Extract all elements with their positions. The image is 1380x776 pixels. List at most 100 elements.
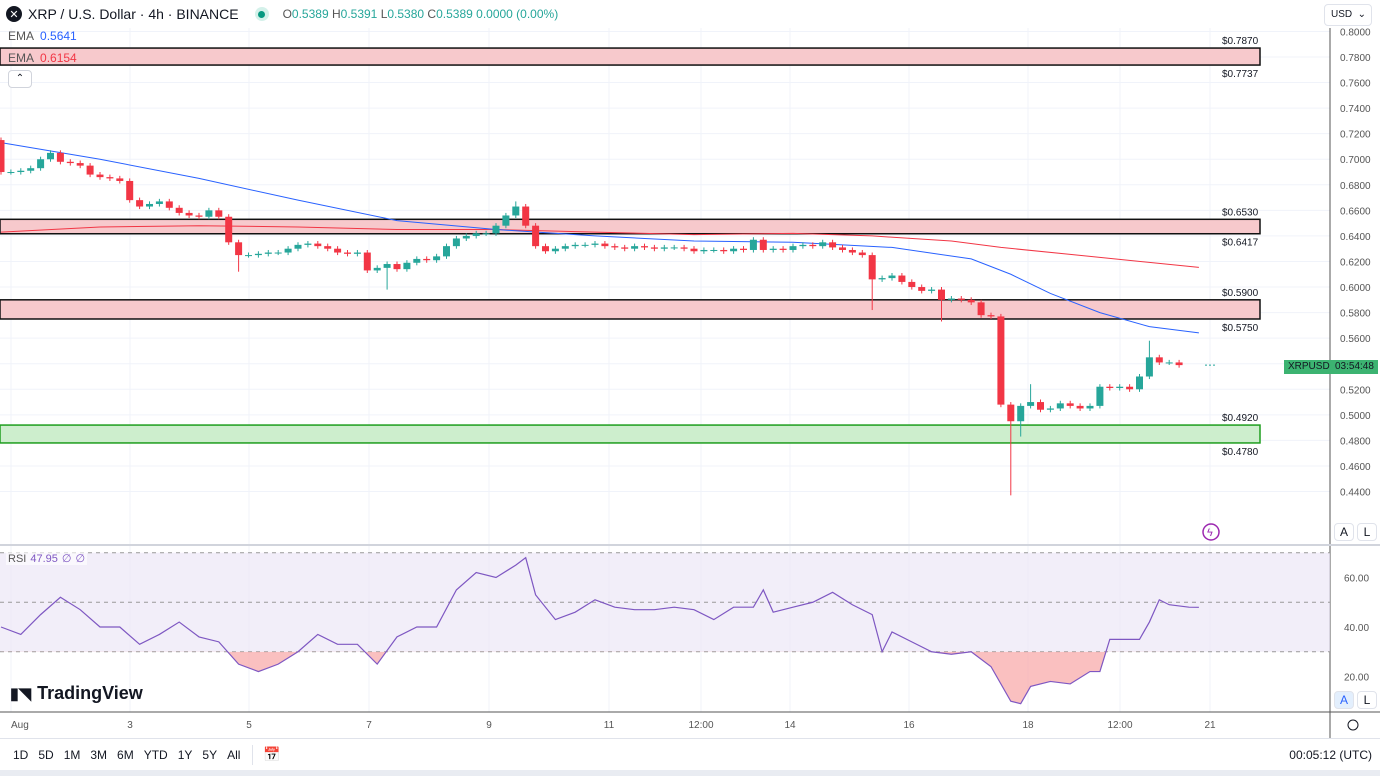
zone-top-label: $0.7870 bbox=[1222, 36, 1259, 47]
time-tick: 12:00 bbox=[688, 720, 713, 731]
candle bbox=[175, 207, 183, 213]
candle bbox=[700, 249, 708, 252]
candle bbox=[690, 248, 698, 252]
candle bbox=[1086, 405, 1094, 409]
range-5y[interactable]: 5Y bbox=[202, 747, 218, 762]
candle bbox=[908, 281, 916, 288]
candle bbox=[928, 289, 936, 291]
candle bbox=[235, 242, 243, 256]
rsi-tick: 40.00 bbox=[1344, 623, 1369, 634]
candle bbox=[1037, 402, 1044, 410]
candle bbox=[344, 252, 351, 254]
zone-bottom-label: $0.5750 bbox=[1222, 323, 1259, 334]
zone-bottom-label: $0.6417 bbox=[1222, 238, 1259, 249]
candle bbox=[611, 246, 619, 248]
range-ytd[interactable]: YTD bbox=[143, 747, 168, 762]
time-tick: 16 bbox=[903, 720, 915, 731]
candle bbox=[116, 178, 124, 181]
candle bbox=[918, 287, 926, 291]
time-tick: 21 bbox=[1204, 720, 1216, 731]
candle bbox=[522, 206, 530, 226]
candle bbox=[967, 299, 975, 303]
candle bbox=[542, 246, 549, 252]
utc-clock[interactable]: 00:05:12 (UTC) bbox=[1289, 747, 1372, 762]
candle bbox=[146, 203, 153, 207]
candle bbox=[86, 165, 94, 175]
rsi-tick: 60.00 bbox=[1344, 574, 1369, 585]
time-tick: Aug bbox=[11, 720, 29, 731]
candle bbox=[334, 248, 342, 253]
price-tick: 0.5200 bbox=[1340, 385, 1371, 396]
candle bbox=[1007, 404, 1015, 422]
price-chart[interactable]: $0.7870 $0.7737 $0.6530 $0.6417 $0.5900 $0.57… bbox=[0, 0, 1380, 738]
range-5d[interactable]: 5D bbox=[38, 747, 54, 762]
currency-select[interactable]: USD ⌄ bbox=[1324, 4, 1372, 26]
candle bbox=[1136, 376, 1143, 390]
candle bbox=[1116, 386, 1124, 389]
candle bbox=[254, 253, 262, 256]
candle bbox=[1066, 403, 1074, 406]
zone-0 bbox=[0, 47, 1261, 66]
candle bbox=[443, 246, 450, 257]
rsi-tick: 20.00 bbox=[1344, 673, 1369, 684]
zone-3 bbox=[0, 424, 1261, 444]
price-tick: 0.4800 bbox=[1340, 436, 1371, 447]
market-status-icon bbox=[254, 7, 269, 21]
candle bbox=[512, 206, 520, 216]
candle bbox=[274, 252, 282, 254]
zone-bottom-label: $0.7737 bbox=[1222, 69, 1259, 80]
candle bbox=[819, 242, 827, 247]
rsi-line bbox=[0, 556, 1199, 705]
candle bbox=[27, 168, 35, 171]
symbol-title[interactable]: XRP / U.S. Dollar · 4h · BINANCE bbox=[28, 6, 239, 22]
candle bbox=[650, 247, 658, 249]
ema-slow-legend[interactable]: EMA 0.6154 bbox=[8, 51, 77, 65]
range-1m[interactable]: 1M bbox=[63, 747, 81, 762]
candle bbox=[858, 252, 866, 256]
candle bbox=[393, 264, 401, 270]
candle bbox=[730, 248, 738, 252]
candle bbox=[680, 247, 688, 249]
rsi-log-scale-button[interactable]: L bbox=[1357, 691, 1377, 709]
calendar-icon[interactable]: 📅 bbox=[263, 746, 281, 762]
candle bbox=[1056, 403, 1064, 409]
candle bbox=[66, 161, 74, 164]
time-tick: 9 bbox=[486, 720, 492, 731]
auto-scale-button[interactable]: A bbox=[1334, 523, 1354, 541]
range-all[interactable]: All bbox=[227, 747, 241, 762]
range-6m[interactable]: 6M bbox=[117, 747, 134, 762]
bottom-strip bbox=[0, 770, 1380, 776]
time-tick: 3 bbox=[127, 720, 133, 731]
symbol-price-tag: XRPUSD bbox=[1284, 360, 1334, 374]
lightning-glyph: ϟ bbox=[1207, 527, 1213, 539]
price-tick: 0.8000 bbox=[1340, 27, 1371, 38]
candle bbox=[76, 163, 84, 166]
candle bbox=[423, 258, 431, 261]
candle bbox=[284, 248, 292, 253]
rsi-auto-scale-button[interactable]: A bbox=[1334, 691, 1354, 709]
collapse-legend-button[interactable]: ⌃ bbox=[8, 70, 32, 88]
range-1y[interactable]: 1Y bbox=[177, 747, 193, 762]
candle bbox=[799, 244, 807, 247]
candle bbox=[829, 242, 837, 248]
bottom-toolbar: 1D 5D 1M 3M 6M YTD 1Y 5Y All 📅 00:05:12 (UTC) bbox=[0, 738, 1380, 770]
ema-fast-legend[interactable]: EMA 0.5641 bbox=[8, 29, 77, 43]
candle bbox=[472, 233, 480, 236]
range-1d[interactable]: 1D bbox=[13, 747, 29, 762]
candle bbox=[1017, 405, 1025, 422]
price-tick: 0.7200 bbox=[1340, 130, 1371, 141]
candle bbox=[938, 289, 945, 300]
candle bbox=[898, 275, 906, 282]
log-scale-button[interactable]: L bbox=[1357, 523, 1377, 541]
ema-slow-line bbox=[0, 225, 1199, 268]
ohlc-values: O0.5389 H0.5391 L0.5380 C0.5389 0.0000 (… bbox=[282, 7, 559, 21]
rsi-legend[interactable]: RSI 47.95 ∅ ∅ bbox=[6, 552, 88, 565]
candle bbox=[987, 315, 995, 317]
candle bbox=[1106, 386, 1114, 389]
tradingview-logo[interactable]: ▮◥ TradingView bbox=[10, 683, 143, 703]
range-3m[interactable]: 3M bbox=[90, 747, 108, 762]
candle bbox=[551, 248, 559, 252]
candle bbox=[878, 278, 886, 280]
candle bbox=[462, 235, 470, 239]
candle bbox=[47, 152, 54, 160]
